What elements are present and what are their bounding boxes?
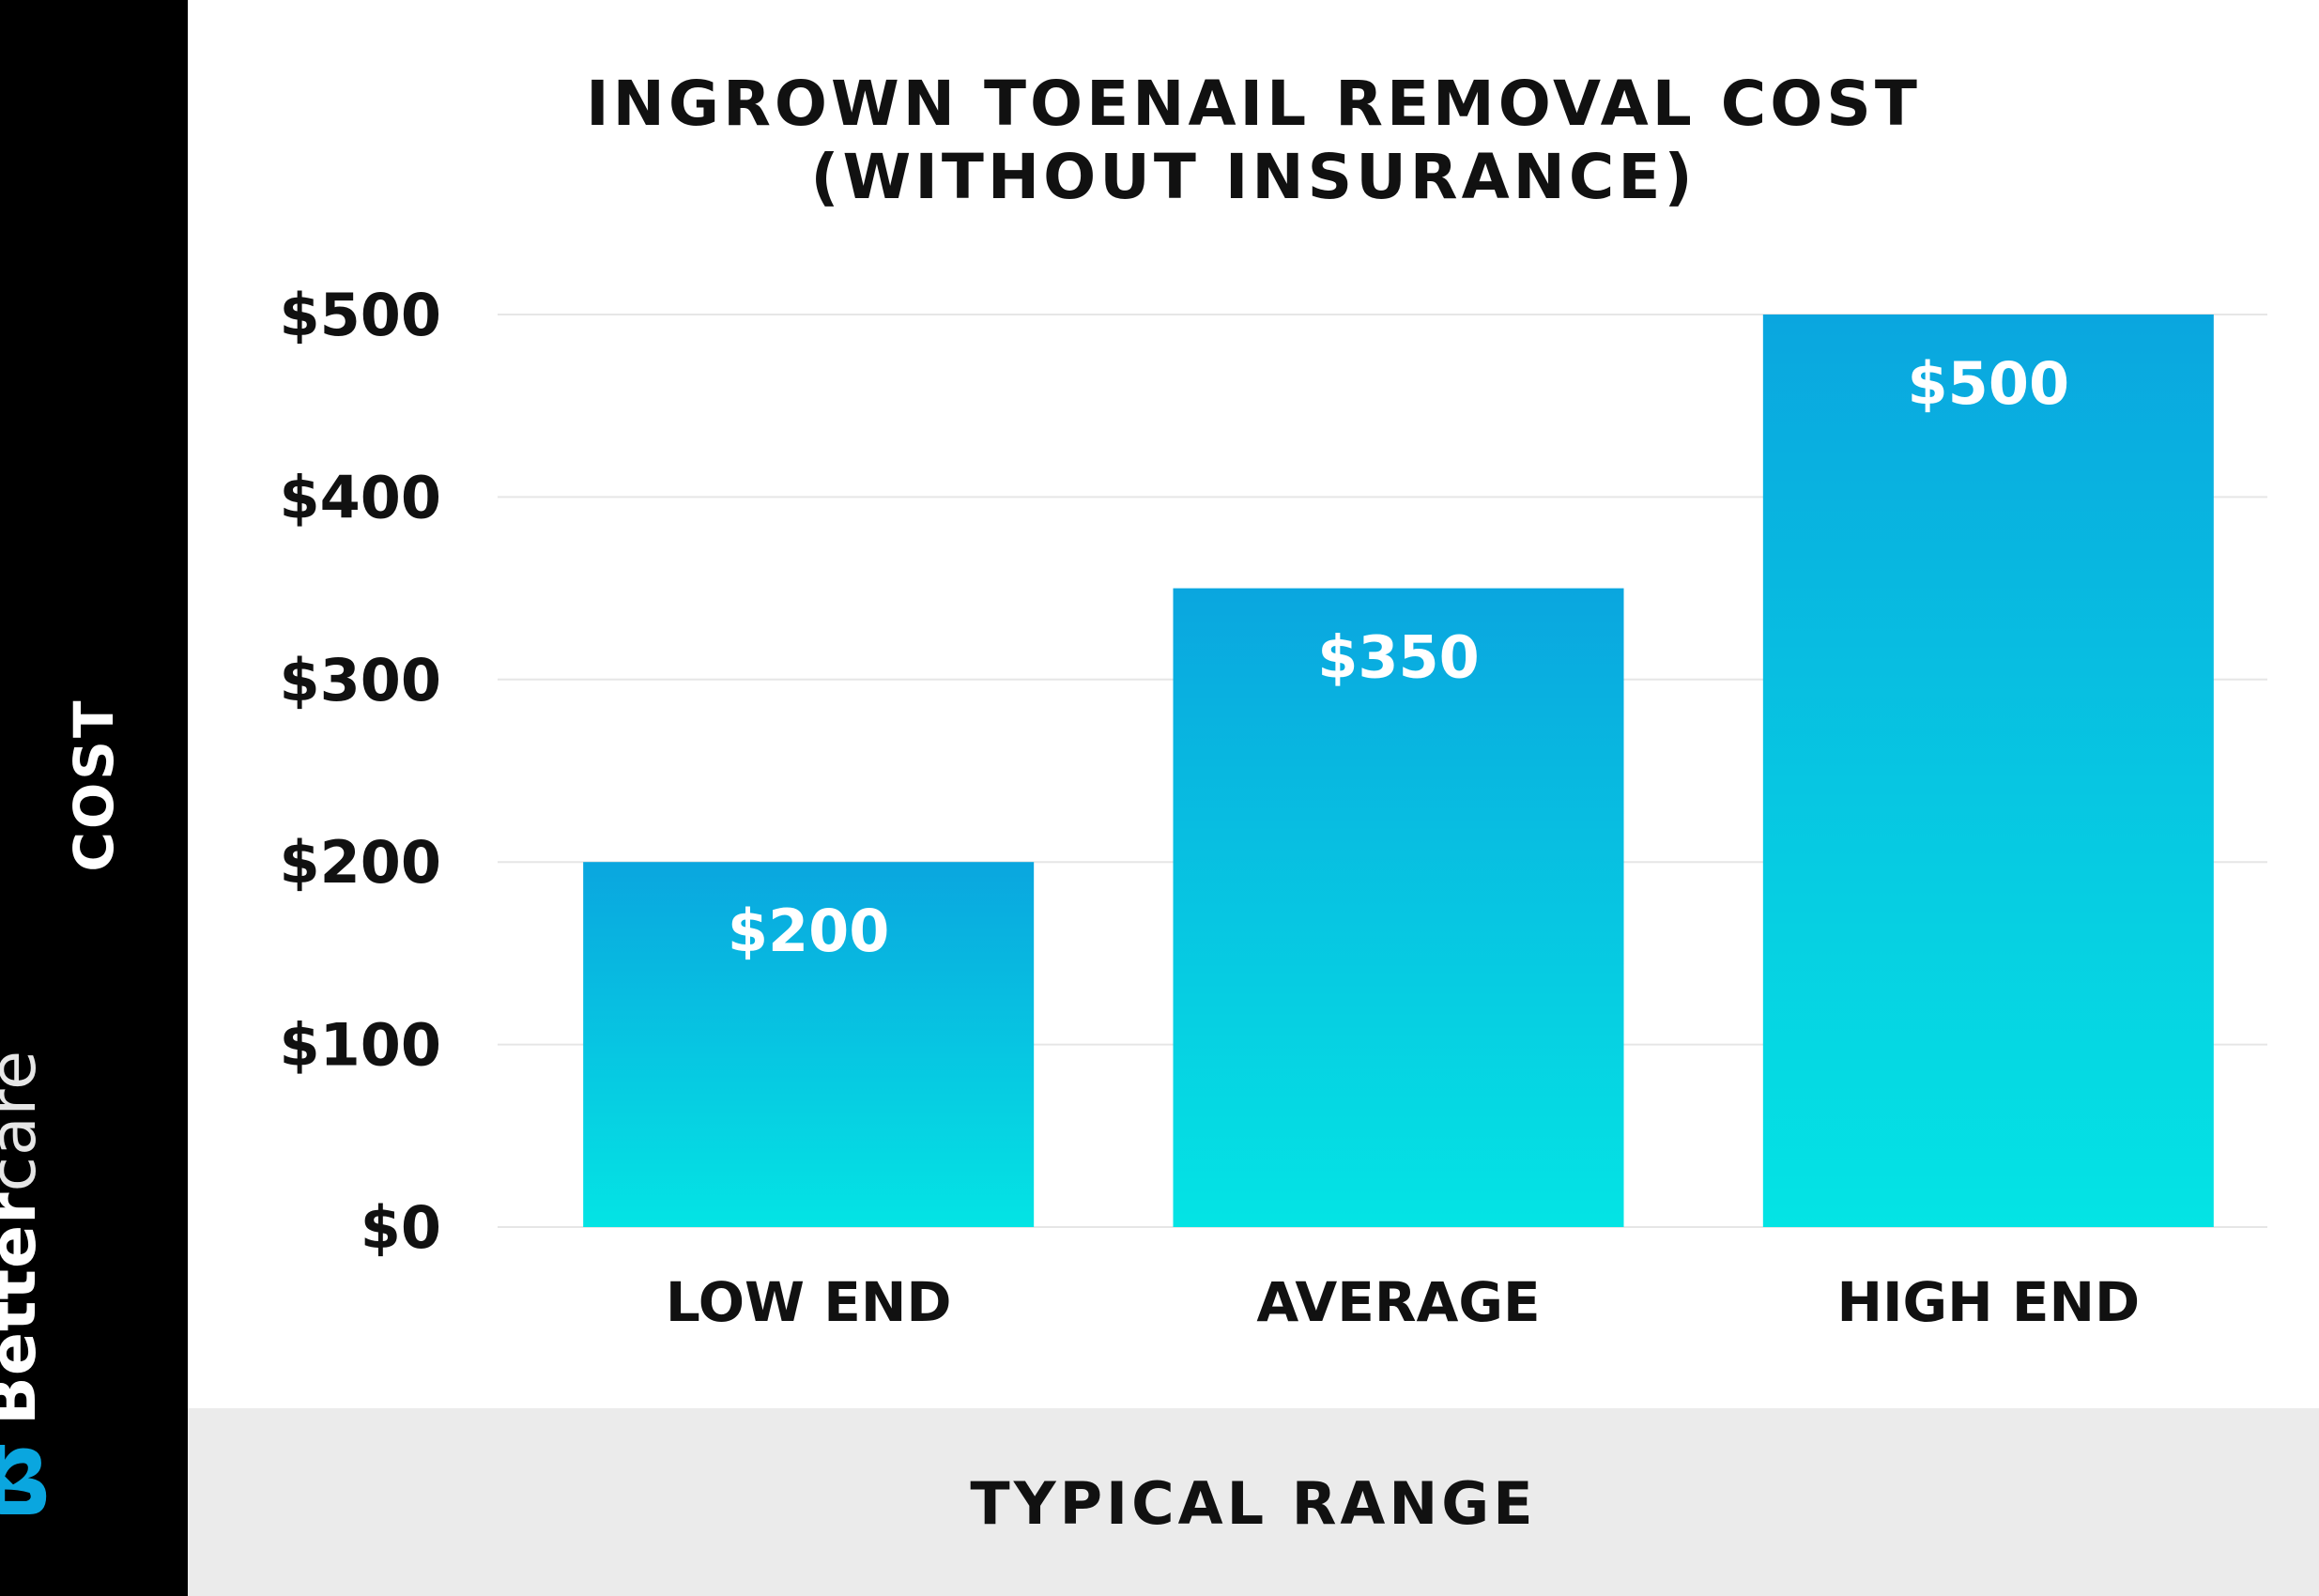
y-tick-label: $200 xyxy=(279,828,441,897)
x-axis-footer xyxy=(188,1408,2319,1596)
chart-title: INGROWN TOENAIL REMOVAL COST (WITHOUT IN… xyxy=(188,68,2319,214)
bar-data-label: $200 xyxy=(728,897,890,965)
y-tick-label: $0 xyxy=(361,1193,441,1262)
chart-panel: INGROWN TOENAIL REMOVAL COST (WITHOUT IN… xyxy=(188,0,2319,1596)
heart-b-logo-icon xyxy=(0,1445,47,1514)
brand-name-bold: Better xyxy=(0,1191,51,1425)
y-tick-labels: $0 $100 $200 $300 $400 $500 xyxy=(279,281,441,1262)
y-axis-label: COST xyxy=(62,698,126,872)
bar xyxy=(583,862,1035,1227)
bar-chart: $0 $100 $200 $300 $400 $500 $200 $350 $500 LOW … xyxy=(279,281,2267,1334)
y-tick-label: $300 xyxy=(279,646,441,714)
brand-wordmark: Better care xyxy=(0,1050,54,1521)
x-tick-label: AVERAGE xyxy=(1256,1270,1540,1334)
brand-name-light: care xyxy=(0,1050,51,1192)
x-axis-label: TYPICAL RANGE xyxy=(970,1469,1537,1538)
x-tick-label: LOW END xyxy=(666,1270,952,1334)
x-tick-labels: LOW END AVERAGE HIGH END xyxy=(666,1270,2140,1334)
bars: $200 $350 $500 xyxy=(583,315,2214,1227)
x-tick-label: HIGH END xyxy=(1836,1270,2140,1334)
bar-data-label: $350 xyxy=(1317,623,1480,692)
sidebar: COST Better care xyxy=(0,0,188,1596)
chart-title-line-2: (WITHOUT INSURANCE) xyxy=(810,141,1697,213)
y-tick-label: $100 xyxy=(279,1011,441,1080)
y-tick-label: $500 xyxy=(279,281,441,349)
bar-data-label: $500 xyxy=(1908,349,2070,418)
y-tick-label: $400 xyxy=(279,463,441,531)
bar xyxy=(1173,588,1624,1227)
bar xyxy=(1762,315,2214,1227)
chart-title-line-1: INGROWN TOENAIL REMOVAL COST xyxy=(586,68,1921,140)
